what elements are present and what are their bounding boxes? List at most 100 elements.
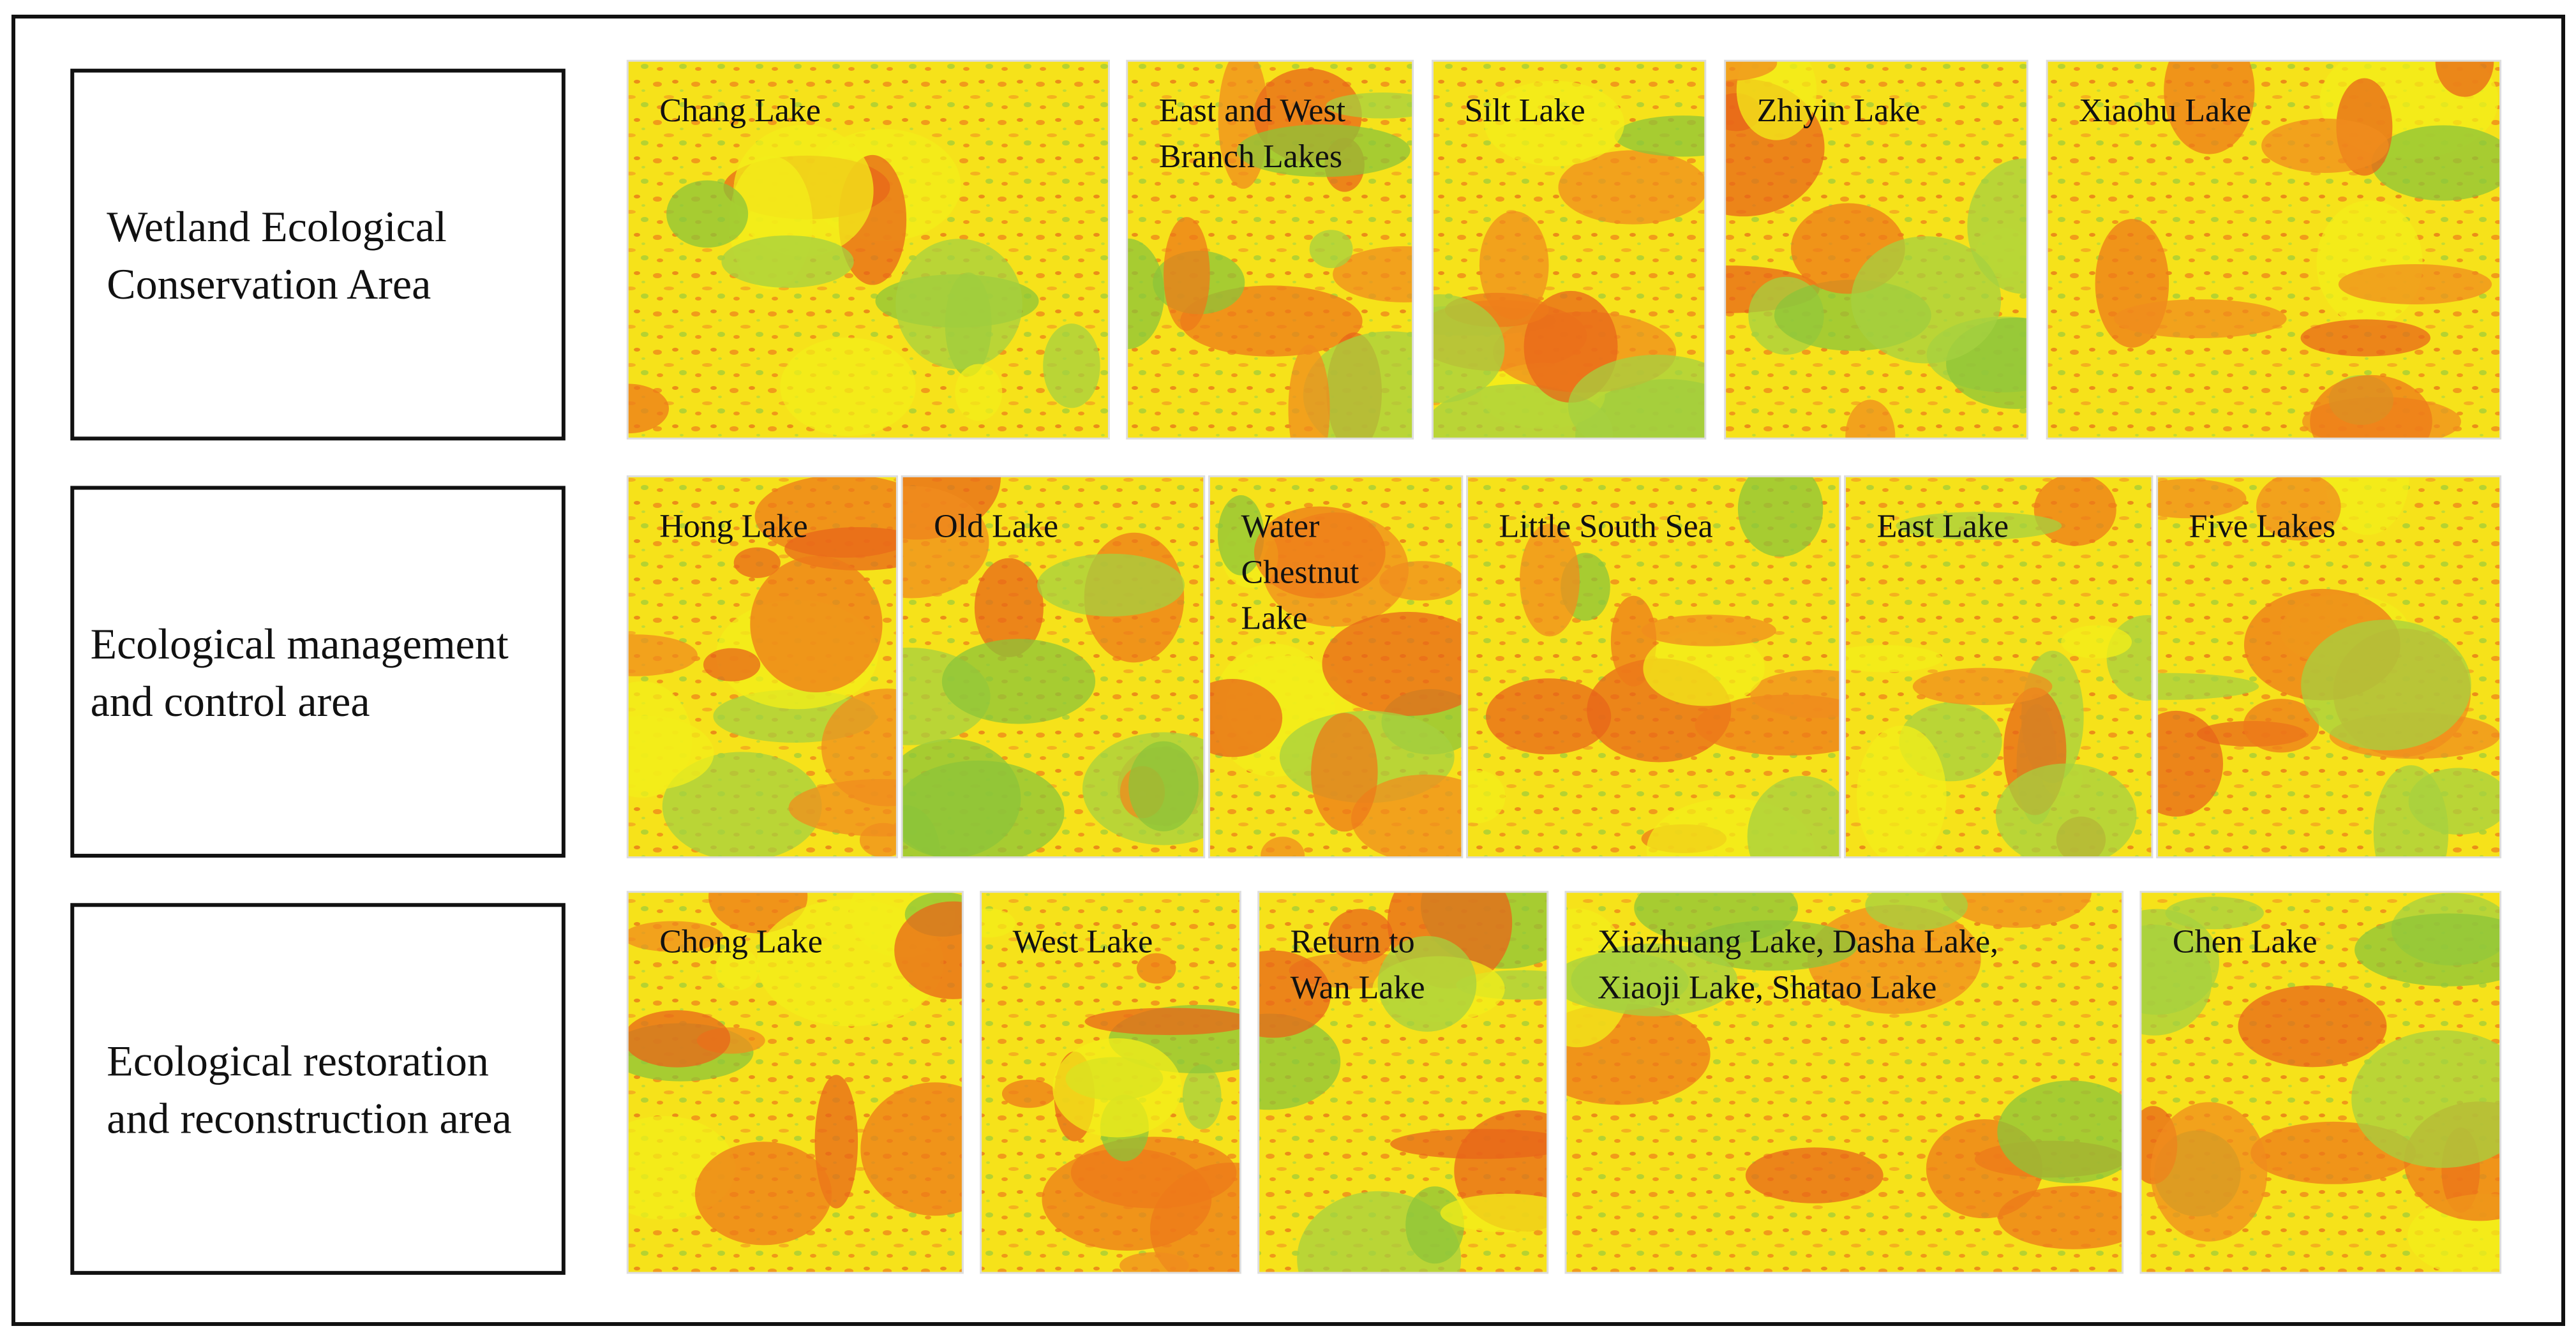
map-patch — [1136, 953, 1176, 984]
map-frame — [980, 891, 1241, 1274]
map-patch — [2261, 118, 2389, 173]
map-image — [1725, 61, 2028, 439]
map-panel: Old Lake — [901, 475, 1206, 859]
map-patch — [2157, 479, 2247, 519]
map-patch — [1856, 726, 1947, 858]
map-patch — [1390, 1129, 1548, 1159]
map-panel: Hong Lake — [626, 475, 898, 859]
map-patch — [1440, 1193, 1548, 1233]
map-patch — [1998, 1186, 2123, 1249]
map-patch — [1309, 230, 1353, 269]
map-patch — [1127, 238, 1165, 350]
map-patch — [1236, 124, 1411, 177]
map-patch — [1750, 669, 1840, 718]
map-patch — [1043, 324, 1100, 408]
map-patch — [2338, 264, 2492, 304]
map-image — [2047, 61, 2501, 439]
panel-label: East and West — [1159, 93, 1346, 129]
map-patch — [2238, 985, 2387, 1068]
map-patch — [1865, 891, 1968, 930]
map-patch — [1377, 935, 1477, 1032]
map-patch — [1643, 630, 1765, 706]
map-image — [980, 891, 1241, 1273]
map-patch — [1642, 614, 1776, 646]
map-patch — [2033, 476, 2116, 546]
map-patch — [1379, 561, 1462, 601]
map-patch — [1351, 774, 1462, 858]
map-patch — [902, 738, 1021, 858]
map-patch — [2157, 673, 2259, 700]
map-panel: Silt Lake — [1432, 59, 1707, 440]
map-patch — [2325, 476, 2409, 535]
map-patch — [2157, 710, 2224, 817]
map-image — [627, 476, 897, 858]
panel-label: Silt Lake — [1465, 93, 1585, 129]
map-patch — [1333, 246, 1413, 302]
map-patch — [1484, 80, 1624, 167]
map-patch — [1520, 523, 1580, 637]
map-patch — [902, 486, 989, 599]
map-panel: Chang Lake — [626, 59, 1110, 440]
map-patch — [1001, 1080, 1056, 1108]
zone-label: and reconstruction area — [107, 1094, 511, 1143]
map-patch — [1328, 909, 1393, 962]
map-patch — [1807, 904, 1981, 1014]
map-panel: East Lake — [1844, 475, 2153, 859]
panel-label: Chen Lake — [2173, 924, 2318, 960]
map-panel: Return to Wan Lake — [1257, 891, 1549, 1274]
map-patch — [627, 1010, 731, 1068]
map-patch — [1084, 1008, 1241, 1036]
panel-label: Xiaoji Lake, Shatao Lake — [1598, 970, 1936, 1006]
map-patch — [1182, 1064, 1222, 1129]
map-frame — [626, 475, 898, 859]
map-patch — [2256, 476, 2341, 541]
map-patch — [1941, 891, 2092, 928]
panel-label: Wan Lake — [1291, 970, 1425, 1006]
map-image — [2157, 476, 2501, 858]
map-patch — [1851, 236, 2002, 364]
outer-border — [11, 15, 2565, 1326]
map-patch — [2316, 200, 2423, 326]
map-patch — [1322, 611, 1462, 717]
map-patch — [1326, 93, 1413, 119]
map-panel: Little South Sea — [1466, 475, 1841, 859]
map-patch — [1737, 476, 1823, 557]
map-frame — [1466, 475, 1841, 859]
panel-label: Five Lakes — [2189, 508, 2336, 544]
map-patch — [2351, 1030, 2501, 1168]
panel-label: Hong Lake — [659, 508, 807, 544]
map-image — [1258, 891, 1548, 1273]
map-patch — [1568, 354, 1705, 439]
map-patch — [860, 1082, 963, 1216]
map-patch — [1467, 770, 1506, 824]
zone-label: and control area — [91, 677, 370, 726]
panel-label: East Lake — [1877, 508, 2009, 544]
map-patch — [1745, 1147, 1883, 1203]
map-patch — [2150, 1102, 2268, 1242]
map-patch — [1912, 667, 2053, 706]
map-frame — [1208, 475, 1464, 859]
map-patch — [2435, 61, 2494, 97]
map-frame — [626, 59, 1110, 440]
zone-label: Conservation Area — [107, 260, 431, 308]
map-patch — [1725, 61, 1778, 82]
map-image — [1432, 61, 1705, 439]
map-patch — [1149, 1163, 1241, 1273]
map-patch — [627, 715, 714, 791]
map-frame — [1844, 475, 2153, 859]
map-patch — [1311, 713, 1378, 832]
map-panel: Five Lakes — [2156, 475, 2502, 859]
map-patch — [2371, 125, 2501, 201]
map-frame — [1564, 891, 2124, 1274]
map-patch — [750, 556, 883, 693]
map-patch — [733, 547, 781, 578]
map-patch — [1217, 495, 1264, 576]
map-frame — [626, 891, 964, 1274]
zone-box — [70, 903, 565, 1275]
map-patch — [1164, 217, 1210, 331]
map-patch — [756, 898, 944, 1027]
panel-label: Lake — [1241, 600, 1307, 636]
map-frame — [2156, 475, 2502, 859]
map-patch — [2301, 620, 2471, 750]
map-patch — [1258, 1013, 1341, 1110]
